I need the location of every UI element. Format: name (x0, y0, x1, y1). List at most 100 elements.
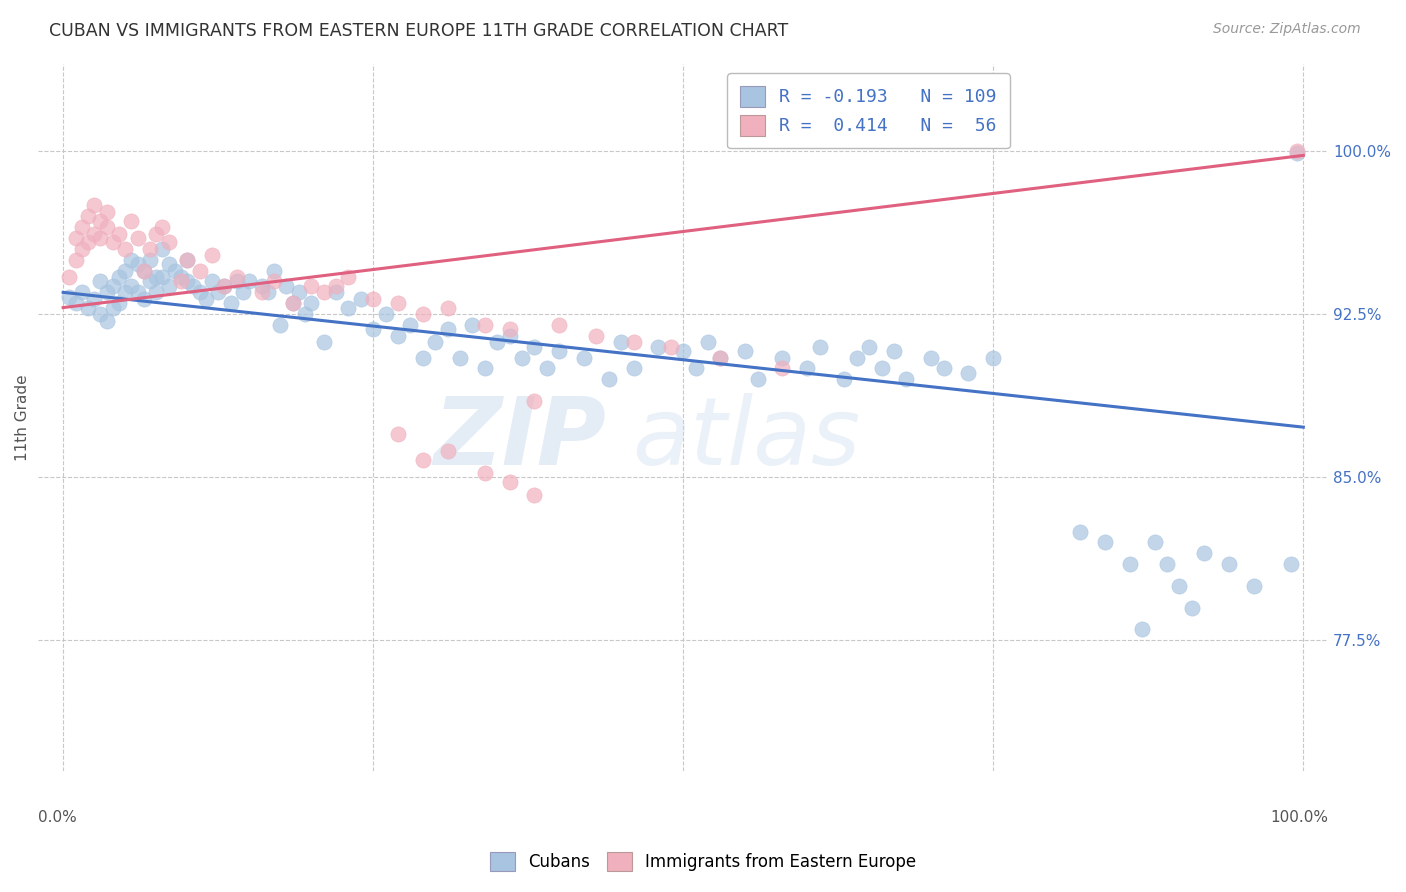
Point (101, 235, 124, 250)
Point (157, 257, 180, 271)
Point (214, 278, 236, 293)
Point (89, 231, 111, 245)
Point (796, 361, 818, 376)
Point (170, 275, 193, 289)
Point (523, 340, 546, 354)
Point (176, 252, 198, 267)
Point (139, 242, 162, 256)
Point (1279, 557, 1302, 571)
Point (83, 292, 105, 306)
Text: Source: ZipAtlas.com: Source: ZipAtlas.com (1213, 22, 1361, 37)
Point (957, 366, 980, 380)
Point (188, 285, 211, 300)
Point (981, 351, 1004, 365)
Point (65, 252, 87, 267)
Point (114, 263, 136, 277)
Point (207, 285, 229, 300)
Point (337, 270, 360, 285)
Point (269, 318, 291, 332)
Point (709, 351, 731, 365)
Point (436, 444, 458, 458)
Point (256, 285, 278, 300)
Point (474, 466, 496, 480)
Point (932, 361, 955, 376)
Point (845, 351, 868, 365)
Point (1143, 535, 1166, 549)
Point (120, 252, 142, 267)
Point (96, 205, 118, 219)
Point (114, 242, 136, 256)
Point (77, 235, 100, 250)
Point (238, 275, 260, 289)
Point (808, 340, 831, 354)
Point (461, 318, 484, 332)
Point (896, 372, 918, 386)
Point (548, 318, 571, 332)
Point (623, 361, 645, 376)
Point (120, 278, 142, 293)
Point (250, 278, 273, 293)
Point (58, 290, 80, 304)
Legend: R = -0.193   N = 109, R =  0.414   N =  56: R = -0.193 N = 109, R = 0.414 N = 56 (727, 73, 1010, 148)
Point (299, 278, 322, 293)
Point (387, 426, 409, 441)
Point (412, 351, 434, 365)
Point (1118, 557, 1140, 571)
Point (436, 301, 458, 315)
Point (486, 335, 509, 350)
Point (1156, 557, 1178, 571)
Point (163, 263, 186, 277)
Point (1069, 524, 1091, 539)
Point (858, 340, 880, 354)
Text: atlas: atlas (631, 393, 860, 484)
Point (1243, 579, 1265, 593)
Point (1130, 623, 1153, 637)
Point (659, 340, 682, 354)
Point (150, 242, 173, 256)
Text: 100.0%: 100.0% (1270, 810, 1329, 824)
Point (127, 257, 149, 271)
Point (1286, 146, 1309, 161)
Point (214, 278, 236, 293)
Point (232, 285, 254, 300)
Point (474, 318, 496, 332)
Point (498, 322, 520, 336)
Point (697, 335, 720, 350)
Point (157, 278, 180, 293)
Point (108, 296, 131, 310)
Point (281, 296, 304, 310)
Point (70, 242, 93, 256)
Point (58, 270, 80, 285)
Point (70, 285, 93, 300)
Point (219, 296, 242, 310)
Point (132, 292, 155, 306)
Point (127, 231, 149, 245)
Point (436, 322, 458, 336)
Point (387, 296, 409, 310)
Point (1181, 600, 1204, 615)
Point (325, 285, 347, 300)
Point (325, 278, 347, 293)
Point (201, 248, 224, 262)
Point (870, 361, 893, 376)
Point (276, 278, 298, 293)
Point (772, 351, 794, 365)
Point (70, 220, 93, 235)
Point (89, 275, 111, 289)
Point (65, 296, 87, 310)
Point (176, 252, 198, 267)
Point (449, 351, 471, 365)
Y-axis label: 11th Grade: 11th Grade (15, 374, 30, 460)
Point (96, 313, 118, 327)
Point (883, 344, 905, 359)
Point (201, 275, 224, 289)
Point (96, 285, 118, 300)
Point (108, 227, 131, 241)
Point (412, 307, 434, 321)
Point (294, 307, 316, 321)
Point (150, 220, 173, 235)
Point (399, 318, 422, 332)
Point (1286, 144, 1309, 158)
Point (83, 227, 105, 241)
Point (96, 220, 118, 235)
